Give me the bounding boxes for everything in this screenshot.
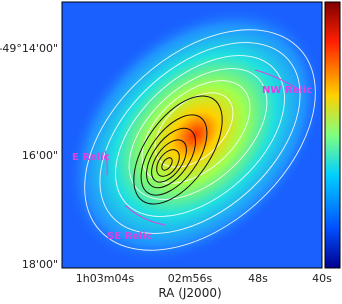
black-contours: [133, 95, 223, 205]
x-tick-label: 02m56s: [168, 272, 213, 285]
image: [62, 2, 322, 268]
x-tick-label: 40s: [312, 272, 332, 285]
colorbar: [324, 1, 341, 269]
frame: [61, 1, 323, 269]
white-contours: [84, 29, 316, 251]
annotation: NW Relic: [262, 85, 312, 96]
y-tick-label: 16'00": [22, 149, 58, 162]
annotation: SE Relic: [107, 231, 152, 242]
x-tick-label: 1h03m04s: [76, 272, 135, 285]
y-tick-label: -49°14'00": [0, 42, 58, 55]
y-tick-label: 18'00": [22, 258, 58, 271]
x-axis-label: RA (J2000): [158, 286, 221, 300]
radio-contours: [104, 69, 301, 226]
annotation: E Relic: [72, 152, 110, 163]
x-tick-label: 48s: [248, 272, 268, 285]
